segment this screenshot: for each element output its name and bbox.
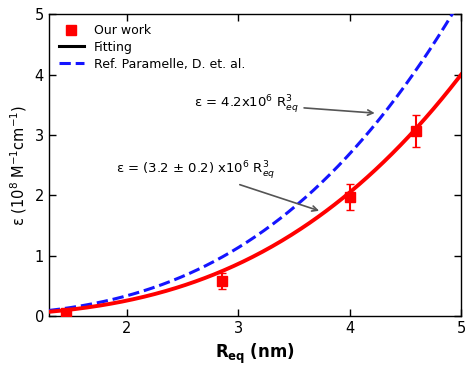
Fitting: [46, 310, 52, 314]
Fitting: [290, 232, 296, 236]
Ref. Paramelle, D. et. al.: [419, 58, 425, 63]
X-axis label: $\mathbf{R_{eq}}$ $\mathbf{(nm)}$: $\mathbf{R_{eq}}$ $\mathbf{(nm)}$: [215, 341, 295, 366]
Text: ε = (3.2 ± 0.2) x10$^{6}$ R$^{3}_{eq}$: ε = (3.2 ± 0.2) x10$^{6}$ R$^{3}_{eq}$: [116, 159, 318, 211]
Legend: Our work, Fitting, Ref. Paramelle, D. et. al.: Our work, Fitting, Ref. Paramelle, D. et…: [55, 21, 249, 74]
Fitting: [47, 309, 53, 314]
Y-axis label: ε (10$^{8}$ M$^{-1}$cm$^{-1}$): ε (10$^{8}$ M$^{-1}$cm$^{-1}$): [9, 104, 29, 226]
Ref. Paramelle, D. et. al.: [46, 308, 52, 313]
Fitting: [458, 73, 464, 77]
Ref. Paramelle, D. et. al.: [290, 206, 296, 211]
Text: ε = 4.2x10$^{6}$ R$^{3}_{eq}$: ε = 4.2x10$^{6}$ R$^{3}_{eq}$: [194, 93, 373, 115]
Fitting: [419, 119, 425, 124]
Ref. Paramelle, D. et. al.: [298, 199, 304, 203]
Fitting: [393, 147, 399, 152]
Ref. Paramelle, D. et. al.: [47, 308, 53, 313]
Fitting: [298, 226, 304, 231]
Line: Ref. Paramelle, D. et. al.: Ref. Paramelle, D. et. al.: [49, 0, 461, 310]
Ref. Paramelle, D. et. al.: [458, 0, 464, 1]
Ref. Paramelle, D. et. al.: [292, 205, 297, 209]
Line: Fitting: Fitting: [49, 75, 461, 312]
Ref. Paramelle, D. et. al.: [393, 95, 399, 100]
Fitting: [292, 231, 297, 235]
